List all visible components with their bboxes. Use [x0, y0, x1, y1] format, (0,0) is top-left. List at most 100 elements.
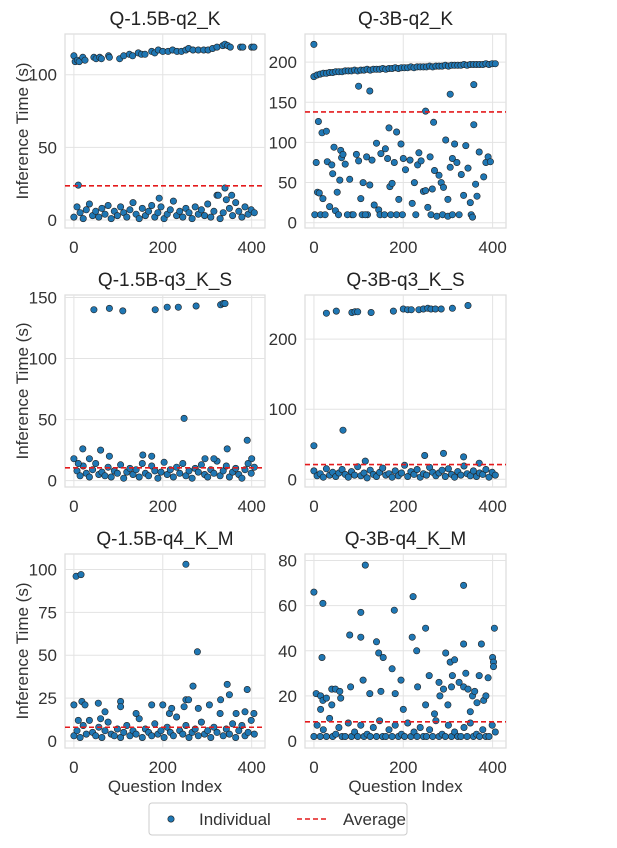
data-point: [154, 474, 162, 482]
data-point: [182, 472, 190, 480]
data-point: [185, 209, 193, 217]
data-point: [70, 701, 78, 709]
data-point: [377, 687, 385, 695]
data-point: [341, 732, 349, 740]
data-point: [322, 465, 330, 473]
x-tick-label: 200: [389, 238, 417, 257]
data-point: [397, 469, 405, 477]
x-tick-label: 0: [309, 238, 318, 257]
data-point: [451, 473, 459, 481]
data-point: [479, 470, 487, 478]
data-point: [460, 640, 468, 648]
data-point: [201, 455, 209, 463]
data-point: [425, 672, 433, 680]
data-point: [466, 719, 474, 727]
data-point: [336, 687, 344, 695]
data-point: [194, 704, 202, 712]
y-tick-label: 0: [288, 732, 297, 751]
data-point: [326, 203, 334, 211]
data-point: [464, 685, 472, 693]
data-point: [117, 733, 125, 741]
data-point: [451, 656, 459, 664]
data-point: [475, 148, 483, 156]
data-point: [469, 467, 477, 475]
data-point: [169, 473, 177, 481]
data-point: [250, 43, 258, 51]
data-point: [77, 571, 85, 579]
data-point: [238, 474, 246, 482]
data-point: [460, 581, 468, 589]
data-point: [310, 732, 318, 740]
subplot-title: Q-1.5B-q4_K_M: [96, 529, 233, 550]
data-point: [438, 466, 446, 474]
data-point: [477, 640, 485, 648]
data-point: [85, 473, 93, 481]
data-point: [73, 203, 81, 211]
data-point: [442, 136, 450, 144]
data-point: [194, 732, 202, 740]
data-point: [361, 211, 369, 219]
data-point: [98, 204, 106, 212]
subplot-3: 0 200 400 0 50 100 150 Q-1.5B-q3_K_S Inference T…: [13, 270, 266, 516]
data-point: [372, 139, 380, 147]
y-tick-label: 0: [48, 211, 57, 230]
y-tick-label: 40: [278, 642, 297, 661]
subplot-2: 0 200 400 0 50 100 150 200 Q-3B-q2_K: [269, 9, 507, 257]
data-point: [92, 459, 100, 467]
subplot-4: 0 200 400 0 100 200 Q-3B-q3_K_S: [269, 270, 507, 516]
data-point: [197, 718, 205, 726]
data-point: [151, 467, 159, 475]
data-point: [379, 464, 387, 472]
data-point: [439, 685, 447, 693]
x-tick-label: 400: [237, 497, 265, 516]
data-point: [391, 721, 399, 729]
data-point: [117, 203, 125, 211]
y-tick-label: 0: [48, 732, 57, 751]
data-point: [330, 143, 338, 151]
data-point: [135, 715, 143, 723]
data-point: [337, 694, 345, 702]
data-point: [310, 588, 318, 596]
data-point: [430, 118, 438, 126]
data-point: [216, 215, 224, 223]
data-point: [157, 468, 165, 476]
data-point: [359, 179, 367, 187]
y-axis-label: Inference Time (s): [13, 583, 32, 720]
data-point: [407, 306, 415, 314]
data-point: [446, 163, 454, 171]
data-point: [317, 705, 325, 713]
y-tick-label: 100: [269, 400, 297, 419]
data-point: [455, 678, 463, 686]
data-point: [117, 461, 125, 469]
data-point: [160, 458, 168, 466]
data-point: [223, 680, 231, 688]
data-point: [417, 157, 425, 165]
data-point: [157, 203, 165, 211]
data-point: [444, 195, 452, 203]
data-point: [123, 213, 131, 221]
data-point: [460, 453, 468, 461]
data-point: [460, 462, 468, 470]
data-point: [460, 723, 468, 731]
data-point: [464, 301, 472, 309]
data-point: [185, 467, 193, 475]
data-point: [176, 207, 184, 215]
data-point: [76, 472, 84, 480]
data-point: [81, 701, 89, 709]
data-point: [366, 732, 374, 740]
data-point: [346, 631, 354, 639]
data-point: [482, 465, 490, 473]
data-point: [225, 473, 233, 481]
data-point: [366, 87, 374, 95]
data-point: [333, 188, 341, 196]
data-point: [232, 733, 240, 741]
data-point: [390, 606, 398, 614]
data-point: [235, 727, 243, 735]
data-point: [464, 164, 472, 172]
data-point: [97, 715, 105, 723]
data-point: [349, 211, 357, 219]
data-point: [381, 145, 389, 153]
data-point: [157, 727, 165, 735]
data-point: [355, 157, 363, 165]
